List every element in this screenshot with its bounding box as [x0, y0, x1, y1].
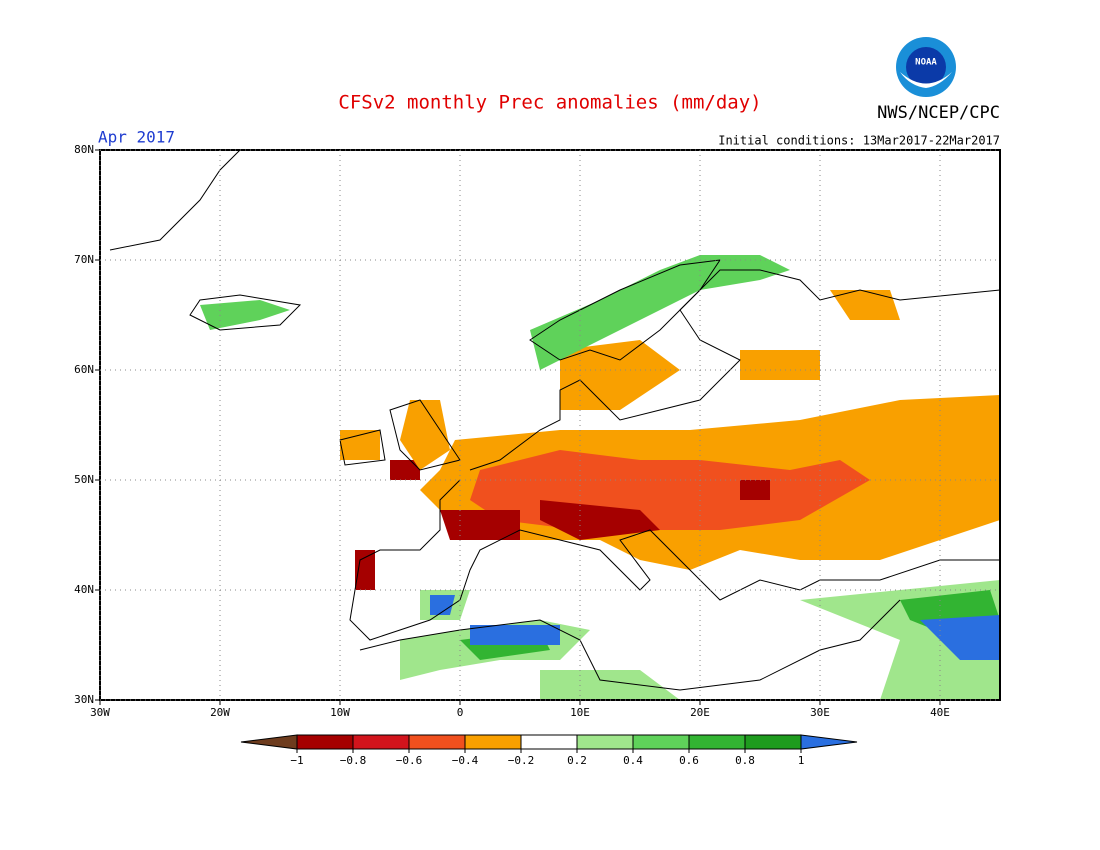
colorbar-bin	[352, 734, 410, 750]
colorbar-label: 0.8	[735, 754, 755, 767]
colorbar-label: 0.2	[567, 754, 587, 767]
colorbar-bin	[744, 734, 802, 750]
colorbar-label: 0.4	[623, 754, 643, 767]
lon-label: 10E	[570, 706, 590, 719]
lon-label: 10W	[330, 706, 350, 719]
initial-conditions: Initial conditions: 13Mar2017-22Mar2017	[718, 134, 1000, 148]
colorbar-bin	[464, 734, 522, 750]
lat-label: 40N	[74, 583, 94, 596]
logo: NOAA	[896, 37, 956, 97]
colorbar-arrow	[240, 734, 298, 750]
colorbar-bin	[632, 734, 690, 750]
anomaly-field	[200, 255, 1000, 700]
colorbar-label: −0.6	[396, 754, 423, 767]
logo-text: NOAA	[915, 58, 937, 68]
lat-label: 80N	[74, 143, 94, 156]
lon-label: 20W	[210, 706, 230, 719]
colorbar-label: −0.4	[452, 754, 479, 767]
patch	[340, 290, 900, 470]
colorbar-bin	[520, 734, 578, 750]
patch	[430, 595, 1000, 660]
lon-label: 30E	[810, 706, 830, 719]
colorbar-arrow	[800, 734, 858, 750]
patch	[400, 580, 1000, 700]
colorbar-label: 0.6	[679, 754, 699, 767]
agency: NWS/NCEP/CPC	[877, 103, 1000, 123]
colorbar-bin	[408, 734, 466, 750]
patch	[355, 460, 770, 590]
lon-label: 40E	[930, 706, 950, 719]
colorbar-label: −1	[290, 754, 303, 767]
colorbar-label: 1	[798, 754, 805, 767]
title: CFSv2 monthly Prec anomalies (mm/day)	[338, 92, 761, 114]
colorbar-bin	[296, 734, 354, 750]
logo-center	[906, 47, 946, 87]
lat-label: 60N	[74, 363, 94, 376]
lat-label: 70N	[74, 253, 94, 266]
lat-label: 50N	[74, 473, 94, 486]
lon-label: 20E	[690, 706, 710, 719]
colorbar-bin	[576, 734, 634, 750]
lat-label: 30N	[74, 693, 94, 706]
colorbar-bin	[688, 734, 746, 750]
lon-label: 30W	[90, 706, 110, 719]
lon-label: 0	[457, 706, 464, 719]
colorbar-label: −0.2	[508, 754, 535, 767]
logo-bird	[900, 72, 952, 88]
patch	[200, 255, 790, 370]
patch	[460, 590, 1000, 660]
month: Apr 2017	[98, 128, 175, 147]
colorbar-label: −0.8	[340, 754, 367, 767]
